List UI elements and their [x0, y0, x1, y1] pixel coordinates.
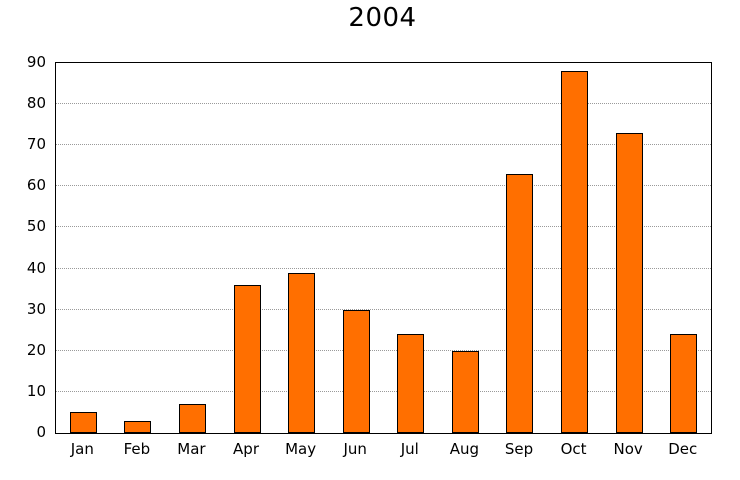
x-tick-label-mar: Mar	[177, 440, 206, 458]
bar-may	[288, 272, 316, 433]
bar-dec	[670, 334, 698, 433]
y-tick-label-60: 60	[26, 176, 46, 195]
x-tick-label-may: May	[285, 440, 317, 458]
x-tick-label-feb: Feb	[123, 440, 151, 458]
bar-jul	[397, 334, 425, 433]
y-tick-label-10: 10	[26, 381, 46, 400]
gridline-10	[56, 390, 711, 392]
gridline-70	[56, 144, 711, 146]
gridline-40	[56, 267, 711, 269]
gridline-80	[56, 103, 711, 105]
bar-feb	[124, 420, 152, 433]
bar-mar	[178, 404, 206, 433]
chart-title: 2004	[348, 3, 417, 33]
bar-nov	[615, 132, 643, 433]
x-tick-label-jul: Jul	[400, 440, 419, 458]
gridline-60	[56, 185, 711, 187]
y-tick-label-80: 80	[26, 94, 46, 113]
y-tick-label-90: 90	[26, 53, 46, 71]
plot-area	[55, 62, 712, 434]
bar-jun	[342, 309, 370, 433]
bar-apr	[233, 285, 261, 433]
bar-aug	[451, 350, 479, 433]
x-tick-label-aug: Aug	[449, 440, 480, 458]
y-tick-label-20: 20	[26, 340, 46, 359]
x-tick-label-jan: Jan	[70, 440, 94, 458]
y-tick-label-50: 50	[26, 217, 46, 236]
x-tick-label-dec: Dec	[668, 440, 698, 458]
y-tick-label-0: 0	[36, 423, 46, 441]
x-tick-label-nov: Nov	[613, 440, 643, 458]
gridline-20	[56, 349, 711, 351]
bar-jan	[69, 412, 97, 433]
y-tick-label-70: 70	[26, 135, 46, 154]
x-tick-label-jun: Jun	[343, 440, 367, 458]
bar-sep	[506, 174, 534, 433]
gridline-30	[56, 308, 711, 310]
gridline-50	[56, 226, 711, 228]
x-tick-label-oct: Oct	[560, 440, 587, 458]
y-tick-label-30: 30	[26, 299, 46, 318]
x-tick-label-apr: Apr	[233, 440, 259, 458]
y-tick-label-40: 40	[26, 258, 46, 277]
x-tick-label-sep: Sep	[504, 440, 534, 458]
bar-oct	[561, 71, 589, 433]
